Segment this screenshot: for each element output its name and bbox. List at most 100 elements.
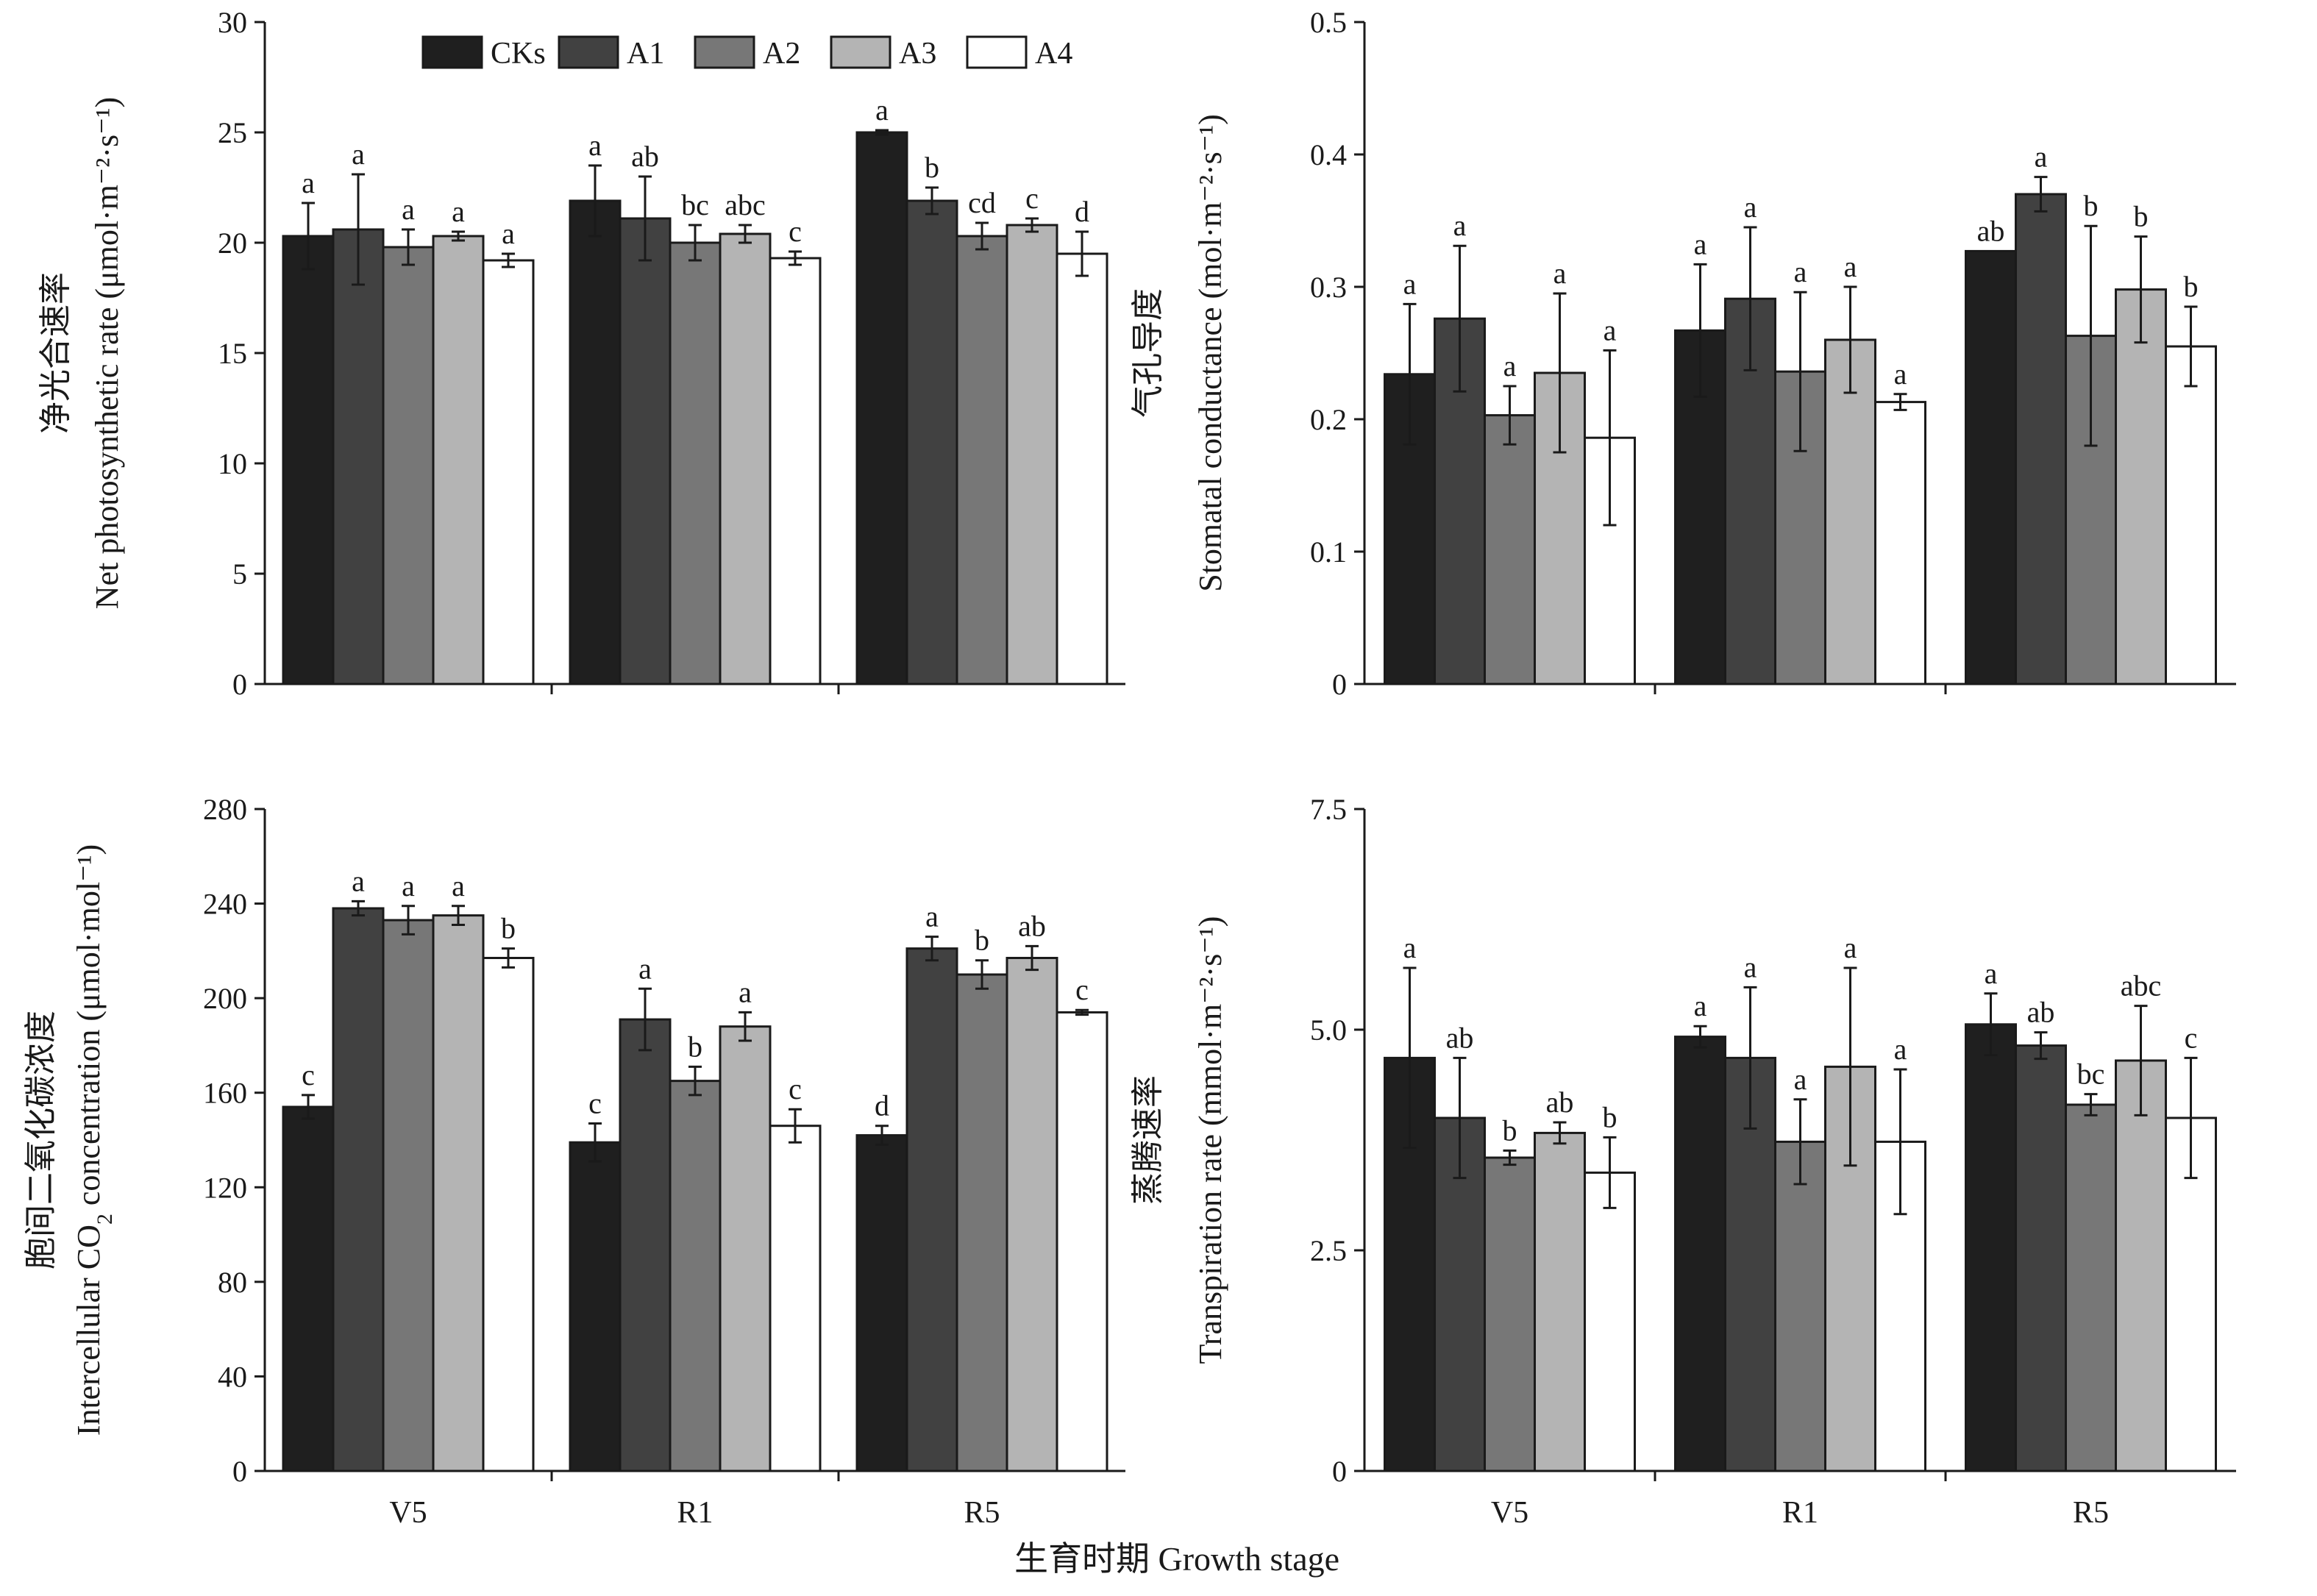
bar-CKs-R1: [1674, 1036, 1726, 1472]
legend-swatch-A3: [830, 35, 891, 69]
bar-A2-R5: [955, 235, 1008, 685]
bar-A4-R1: [1874, 401, 1926, 685]
significance-letter: a: [452, 869, 465, 902]
y-tick-label: 0: [232, 668, 247, 701]
significance-letter: ab: [1446, 1021, 1474, 1054]
bar-A2-R5: [2065, 1103, 2117, 1472]
significance-letter: b: [925, 151, 939, 184]
legend: CKs A1 A2 A3 A4: [421, 35, 1072, 71]
y-axis-label-en: Transpiration rate (mmol·m⁻²·s⁻¹): [1192, 916, 1228, 1364]
significance-letter: c: [1075, 973, 1089, 1006]
bar-A4-R5: [1056, 1011, 1108, 1472]
significance-letter: a: [1844, 250, 1857, 283]
significance-letter: abc: [2121, 969, 2162, 1002]
bar-A3-V5: [432, 914, 485, 1472]
significance-letter: a: [1553, 257, 1567, 290]
bar-CKs-R5: [855, 131, 908, 685]
y-axis-label-en-post: concentration (μmol·mol⁻¹): [71, 844, 107, 1214]
bar-CKs-R5: [1965, 249, 2017, 685]
significance-letter: a: [1794, 1063, 1807, 1096]
x-category-label: R5: [2073, 1496, 2109, 1530]
significance-letter: a: [302, 166, 315, 199]
significance-letter: d: [1075, 195, 1089, 228]
significance-letter: a: [1694, 227, 1707, 260]
x-category-label: R5: [964, 1496, 1000, 1530]
y-axis-label-en-pre: Intercellular CO: [71, 1225, 107, 1436]
significance-letter: c: [2185, 1021, 2198, 1054]
bar-A1-R1: [619, 217, 672, 685]
bar-A2-V5: [1484, 414, 1536, 685]
y-axis-label-en: Net photosynthetic rate (μmol·m⁻²·s⁻¹): [89, 97, 125, 609]
significance-letter: a: [1985, 957, 1998, 990]
legend-label-CKs: CKs: [491, 37, 546, 71]
significance-letter: c: [789, 215, 802, 248]
significance-letter: ab: [2027, 996, 2055, 1029]
significance-letter: a: [352, 138, 365, 171]
y-tick-label: 25: [218, 116, 247, 149]
significance-letter: ab: [1546, 1086, 1574, 1119]
significance-letter: c: [588, 1087, 602, 1120]
y-tick-label: 5.0: [1310, 1013, 1347, 1047]
y-axis-label-en: Intercellular CO2 concentration (μmol·mo…: [71, 844, 117, 1436]
y-tick-label: 7.5: [1310, 793, 1347, 826]
y-tick-label: 160: [203, 1077, 247, 1110]
bar-A2-R1: [1774, 1140, 1826, 1472]
significance-letter: b: [975, 924, 989, 957]
bar-A3-V5: [432, 235, 485, 685]
significance-letter: a: [452, 195, 465, 228]
y-tick-label: 0.1: [1310, 535, 1347, 569]
y-tick-label: 80: [218, 1266, 247, 1299]
significance-letter: ab: [631, 140, 659, 173]
y-axis-label-cn: 蒸腾速率: [1130, 1075, 1166, 1205]
bar-A1-R1: [619, 1018, 672, 1472]
y-tick-label: 0.5: [1310, 6, 1347, 39]
significance-letter: abc: [725, 188, 766, 221]
significance-letter: a: [1744, 950, 1757, 983]
significance-letter: c: [789, 1072, 802, 1105]
bar-A3-R1: [1824, 338, 1876, 685]
y-tick-label: 280: [203, 793, 247, 826]
bar-A3-R1: [719, 232, 772, 685]
significance-letter: ab: [1977, 214, 2005, 247]
bar-A4-R5: [2165, 345, 2217, 685]
significance-letter: a: [1604, 313, 1617, 346]
bar-A2-R1: [669, 241, 722, 685]
y-axis-label-cn: 净光合速率: [38, 272, 74, 434]
significance-letter: bc: [2077, 1058, 2105, 1091]
significance-letter: a: [1403, 267, 1417, 300]
y-axis-label-en: Stomatal conductance (mol·m⁻²·s⁻¹): [1192, 114, 1228, 592]
bar-CKs-V5: [282, 235, 335, 685]
x-category-label: R1: [1782, 1496, 1818, 1530]
bar-A1-R5: [2015, 193, 2067, 685]
bar-CKs-R1: [569, 1141, 622, 1472]
bar-A2-V5: [382, 246, 435, 685]
significance-letter: a: [1403, 931, 1417, 964]
significance-letter: a: [1894, 1033, 1907, 1066]
y-tick-label: 2.5: [1310, 1234, 1347, 1267]
bar-A2-R5: [955, 973, 1008, 1472]
significance-letter: a: [352, 864, 365, 897]
bar-A3-R5: [2115, 288, 2167, 685]
bar-A1-V5: [332, 907, 385, 1472]
x-category-label: V5: [1491, 1496, 1528, 1530]
bar-A3-R1: [719, 1025, 772, 1472]
significance-letter: b: [2134, 200, 2149, 233]
significance-letter: a: [1694, 989, 1707, 1022]
bar-A2-V5: [382, 919, 435, 1472]
significance-letter: a: [925, 900, 939, 933]
significance-letter: a: [402, 193, 415, 226]
bar-A1-R5: [905, 199, 958, 685]
bar-A4-R1: [769, 257, 822, 685]
y-tick-label: 120: [203, 1171, 247, 1204]
bar-A3-R5: [1006, 224, 1058, 685]
significance-letter: a: [2035, 140, 2048, 174]
bar-A4-V5: [482, 259, 535, 685]
significance-letter: b: [1603, 1100, 1617, 1133]
bar-CKs-R5: [1965, 1023, 2017, 1472]
significance-letter: a: [738, 975, 752, 1008]
significance-letter: b: [1503, 1114, 1517, 1147]
